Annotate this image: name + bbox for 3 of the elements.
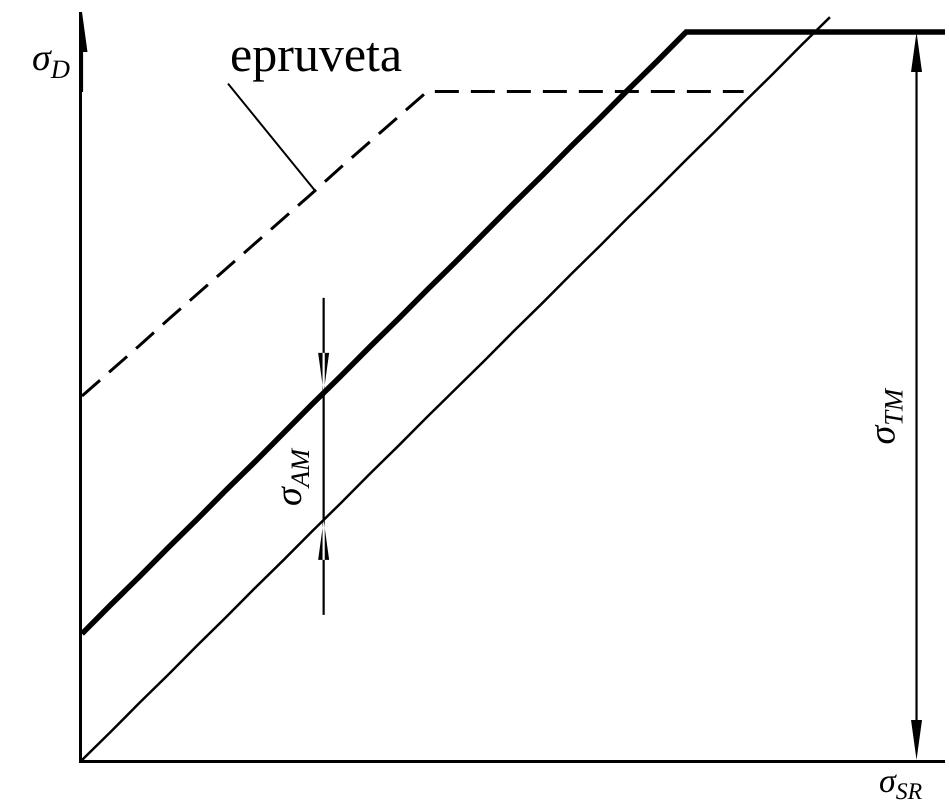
x-axis-title: σ$_{SR}$ [879,763,923,806]
series-label: epruveta [230,26,402,82]
y-axis-title: σ$_{D}$ [32,37,70,84]
